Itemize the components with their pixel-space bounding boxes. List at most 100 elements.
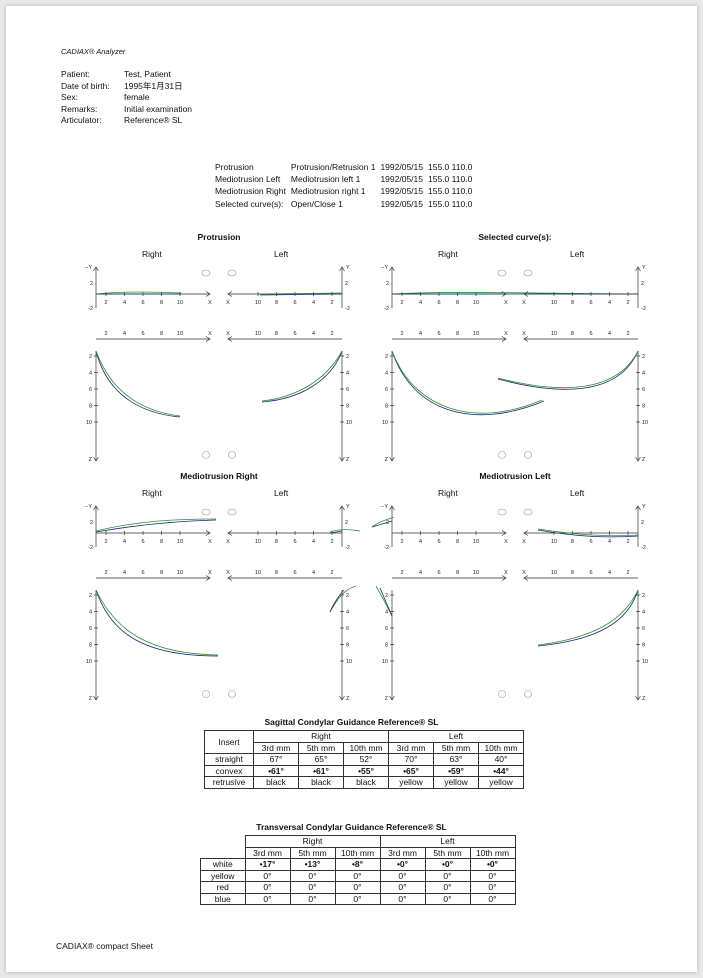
y-tick-label: -2 xyxy=(641,306,646,312)
z-tick-label: 4 xyxy=(346,371,349,377)
x-tick-label: 6 xyxy=(589,539,592,545)
condyle-icon xyxy=(228,270,236,276)
z-tick-label: 6 xyxy=(346,626,349,632)
ear-icon xyxy=(229,452,236,459)
x-tick-label: 8 xyxy=(456,300,459,306)
row-label: straight xyxy=(204,753,254,766)
patient-row: Date of birth: 1995年1月31日 xyxy=(61,81,192,93)
ear-icon xyxy=(499,691,506,698)
x-tick-label: 10 xyxy=(473,331,479,337)
x-axis-arrow xyxy=(206,292,210,297)
x-tick-label: 8 xyxy=(275,570,278,576)
x-tick-label: 4 xyxy=(419,331,422,337)
y-tick-label: -2 xyxy=(345,545,350,551)
x-tick-label: 10 xyxy=(551,331,557,337)
x-tick-label: 8 xyxy=(456,570,459,576)
y-tick-label: -2 xyxy=(345,306,350,312)
mediotrusion-left-transverse-a xyxy=(538,530,638,537)
transversal-guidance-table: Right Left 3rd mm 5th mm 10th mm 3rd mm 5th … xyxy=(200,835,516,905)
curve-date: 1992/05/15 xyxy=(380,198,423,209)
ear-icon xyxy=(525,452,532,459)
x-tick-label: 6 xyxy=(141,331,144,337)
y-tick-label: -2 xyxy=(88,306,93,312)
table-cell: 0° xyxy=(289,881,336,894)
selected-sagittal-right-b xyxy=(392,351,542,413)
x-axis-arrow xyxy=(502,337,506,342)
table-cell: 0° xyxy=(244,892,291,905)
z-tick-label: 8 xyxy=(385,643,388,649)
x-tick-label: 6 xyxy=(437,331,440,337)
y-axis-label: Y xyxy=(642,265,646,271)
x-tick-label: 8 xyxy=(160,300,163,306)
table-cell: 0° xyxy=(424,892,471,905)
z-tick-label: 10 xyxy=(642,659,648,665)
mediotrusion-right-sagittal-a xyxy=(96,590,218,656)
x-tick-label: 2 xyxy=(104,331,107,337)
side-label-right: Right xyxy=(142,249,162,259)
y-axis-arrow xyxy=(340,267,345,271)
corner-cell xyxy=(201,836,246,848)
x-tick-label: 2 xyxy=(330,300,333,306)
x-tick-label: 4 xyxy=(312,539,315,545)
curve-row: Protrusion Protrusion/Retrusion 1 1992/05/… xyxy=(215,161,477,173)
side-label-right: Right xyxy=(142,488,162,498)
x-axis-arrow xyxy=(206,337,210,342)
z-axis-label: Z xyxy=(346,696,350,702)
curve-value-1: 155.0 xyxy=(428,162,450,172)
z-tick-label: 8 xyxy=(89,643,92,649)
mediotrusion-left-sagittal-right-a xyxy=(380,588,392,616)
curve-name: Mediotrusion left 1 xyxy=(290,174,361,185)
table-cell: 70° xyxy=(388,753,434,766)
mediotrusion-right-transverse-b xyxy=(96,519,216,531)
left-header: Left xyxy=(379,835,516,848)
table-cell: 65° xyxy=(298,753,344,766)
protrusion-sagittal-right-b xyxy=(96,351,180,416)
y-axis-arrow xyxy=(340,506,345,510)
x-axis-arrow xyxy=(206,576,210,581)
column-header: 5th mm xyxy=(433,741,479,754)
table-row: blue 0° 0° 0° 0° 0° 0° xyxy=(200,892,516,905)
curve-list: Protrusion Protrusion/Retrusion 1 1992/05/… xyxy=(215,161,477,210)
y-axis-label: −Y xyxy=(85,265,92,271)
corner-cell xyxy=(201,847,246,859)
ear-icon xyxy=(499,452,506,459)
x-tick-label: 6 xyxy=(437,539,440,545)
patient-label: Date of birth: xyxy=(61,80,110,91)
y-axis-label: −Y xyxy=(85,504,92,510)
mediotrusion-right-sagittal-left-a xyxy=(330,590,344,612)
z-tick-label: 2 xyxy=(346,354,349,360)
curve-value-2: 110.0 xyxy=(451,186,473,197)
ear-icon xyxy=(229,691,236,698)
y-axis-label: Y xyxy=(346,504,350,510)
x-tick-label: 6 xyxy=(293,570,296,576)
selected-sagittal-left-b xyxy=(498,351,638,388)
x-tick-label: 10 xyxy=(177,539,183,545)
insert-header: Insert xyxy=(204,730,254,754)
z-tick-label: 2 xyxy=(89,593,92,599)
ear-icon xyxy=(203,452,210,459)
x-axis-arrow xyxy=(228,576,232,581)
condyle-icon xyxy=(202,509,210,515)
table-cell: •44° xyxy=(478,764,524,777)
x-axis-label: X xyxy=(504,539,508,545)
curve-value-1: 155.0 xyxy=(428,186,450,197)
protrusion-sagittal-left-a xyxy=(262,351,342,402)
mediotrusion-left-sagittal-a xyxy=(538,590,638,646)
curve-value-1: 155.0 xyxy=(428,174,450,185)
x-tick-label: 10 xyxy=(551,300,557,306)
table-cell: 0° xyxy=(469,869,516,882)
x-tick-label: 6 xyxy=(293,331,296,337)
x-axis-label: X xyxy=(226,331,230,337)
x-tick-label: 10 xyxy=(551,570,557,576)
z-tick-label: 8 xyxy=(642,404,645,410)
mediotrusion-right-left-b xyxy=(330,530,360,532)
z-tick-label: 2 xyxy=(385,593,388,599)
curve-type: Mediotrusion Left xyxy=(215,174,281,185)
x-tick-label: 10 xyxy=(255,570,261,576)
panel-title-mediotrusion-left: Mediotrusion Left xyxy=(479,471,551,481)
z-tick-label: 10 xyxy=(86,659,92,665)
column-header: 5th mm xyxy=(289,846,336,859)
side-label-right: Right xyxy=(438,249,458,259)
curve-row: Mediotrusion Right Mediotrusion right 1 19… xyxy=(215,185,477,197)
y-axis-arrow xyxy=(636,267,641,271)
